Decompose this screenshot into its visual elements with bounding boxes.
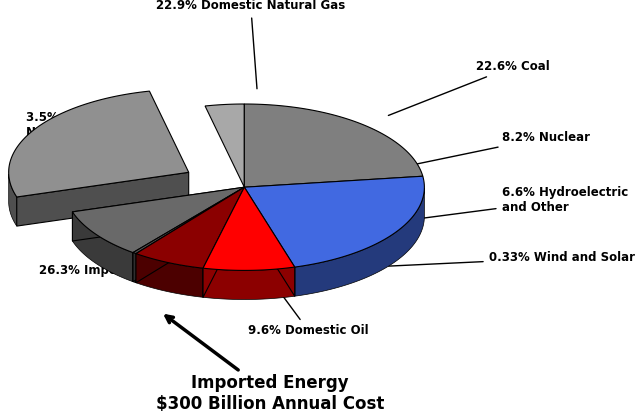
Text: 3.5% Imported
Natural Gas: 3.5% Imported Natural Gas bbox=[26, 111, 126, 156]
Polygon shape bbox=[136, 187, 244, 268]
Text: Imported Energy
$300 Billion Annual Cost: Imported Energy $300 Billion Annual Cost bbox=[156, 316, 385, 413]
Polygon shape bbox=[203, 187, 244, 297]
Polygon shape bbox=[203, 267, 294, 300]
Polygon shape bbox=[244, 104, 423, 187]
Text: 22.9% Domestic Natural Gas: 22.9% Domestic Natural Gas bbox=[156, 0, 345, 89]
Polygon shape bbox=[17, 172, 188, 226]
Polygon shape bbox=[244, 176, 424, 267]
Polygon shape bbox=[136, 254, 203, 297]
Polygon shape bbox=[203, 187, 294, 270]
Polygon shape bbox=[73, 187, 244, 253]
Polygon shape bbox=[203, 187, 244, 297]
Polygon shape bbox=[8, 91, 188, 197]
Polygon shape bbox=[133, 253, 136, 283]
Polygon shape bbox=[294, 188, 424, 296]
Polygon shape bbox=[133, 187, 244, 254]
Polygon shape bbox=[244, 187, 294, 296]
Polygon shape bbox=[133, 187, 244, 282]
Text: 26.3% Imported Oil: 26.3% Imported Oil bbox=[39, 248, 167, 277]
Polygon shape bbox=[244, 187, 294, 296]
Text: 9.6% Domestic Oil: 9.6% Domestic Oil bbox=[248, 281, 369, 337]
Polygon shape bbox=[73, 187, 244, 241]
Polygon shape bbox=[136, 187, 244, 283]
Polygon shape bbox=[136, 187, 244, 283]
Text: 0.33% Wind and Solar: 0.33% Wind and Solar bbox=[388, 251, 635, 266]
Polygon shape bbox=[205, 104, 244, 187]
Polygon shape bbox=[73, 212, 133, 282]
Text: 6.6% Hydroelectric
and Other: 6.6% Hydroelectric and Other bbox=[408, 186, 628, 220]
Text: 22.6% Coal: 22.6% Coal bbox=[388, 60, 550, 116]
Text: 8.2% Nuclear: 8.2% Nuclear bbox=[408, 131, 590, 166]
Polygon shape bbox=[9, 174, 17, 226]
Polygon shape bbox=[133, 187, 244, 282]
